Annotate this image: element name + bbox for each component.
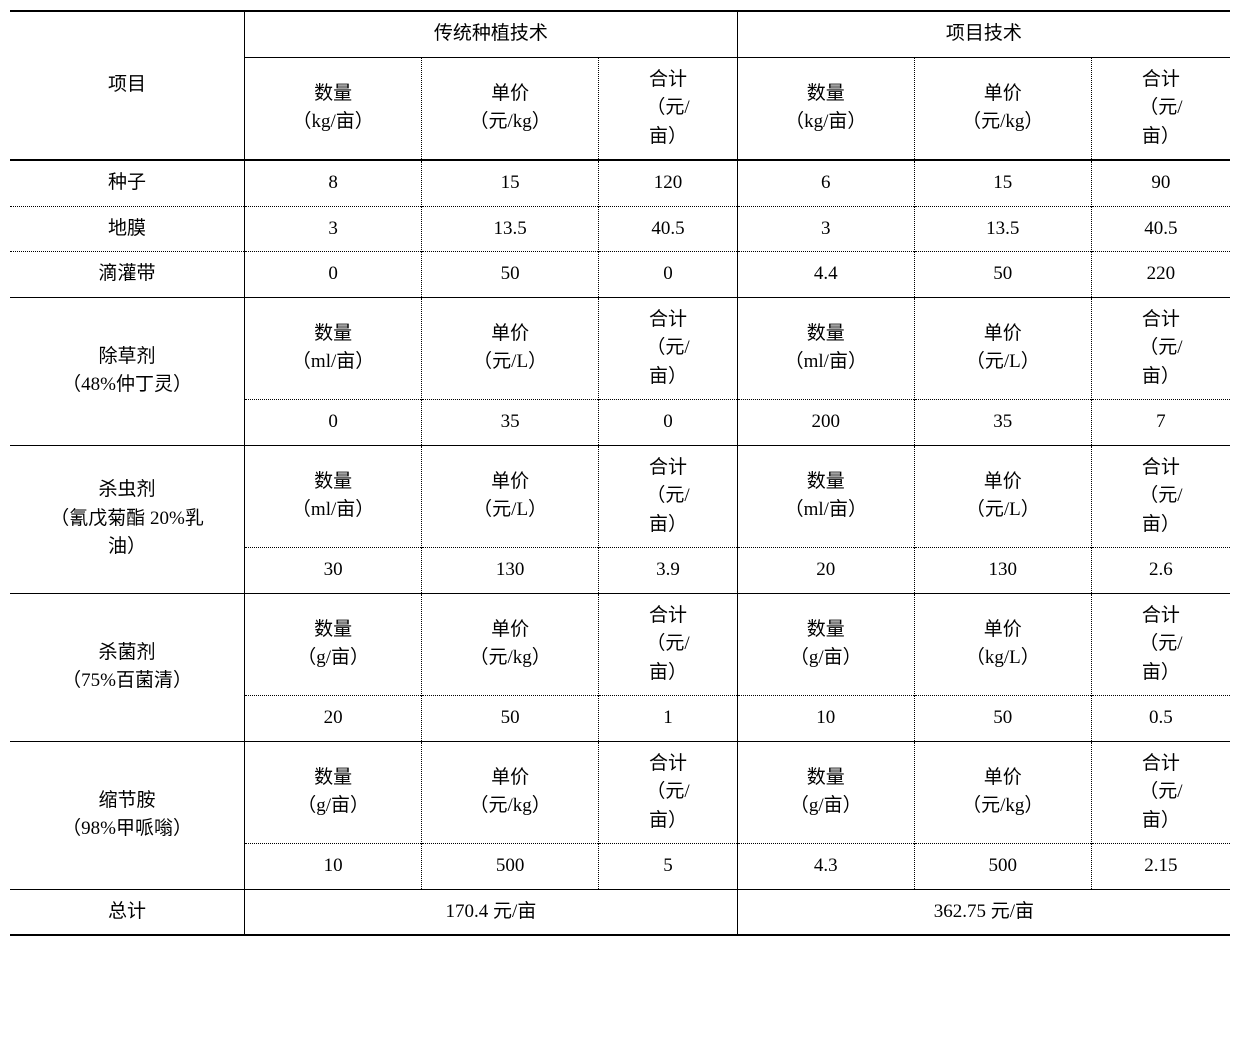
- cell: 8: [245, 160, 422, 206]
- cost-comparison-table: 项目 传统种植技术 项目技术 数量 （kg/亩） 单价 （元/kg） 合计 （元…: [10, 10, 1230, 936]
- cell: 13.5: [914, 206, 1091, 252]
- cell: 130: [914, 548, 1091, 594]
- cell: 20: [737, 548, 914, 594]
- cell: 3: [245, 206, 422, 252]
- cell: 30: [245, 548, 422, 594]
- cell: 数量 （ml/亩）: [245, 297, 422, 400]
- cell: 合计 （元/ 亩）: [599, 593, 738, 696]
- row-fungicide-hdr: 杀菌剂 （75%百菌清） 数量 （g/亩） 单价 （元/kg） 合计 （元/ 亩…: [10, 593, 1230, 696]
- row-growthreg-hdr: 缩节胺 （98%甲哌嗡） 数量 （g/亩） 单价 （元/kg） 合计 （元/ 亩…: [10, 741, 1230, 844]
- cell: 0.5: [1091, 696, 1230, 742]
- cell: 单价 （元/L）: [422, 445, 599, 548]
- hdr-price2: 单价 （元/kg）: [914, 57, 1091, 160]
- hdr-total2: 合计 （元/ 亩）: [1091, 57, 1230, 160]
- cell: 220: [1091, 252, 1230, 298]
- cell: 13.5: [422, 206, 599, 252]
- cell: 0: [599, 400, 738, 446]
- cell: 15: [422, 160, 599, 206]
- cell: 50: [422, 696, 599, 742]
- cell: 10: [737, 696, 914, 742]
- header-item: 项目: [10, 11, 245, 160]
- cell: 0: [245, 400, 422, 446]
- cell: 单价 （元/L）: [422, 297, 599, 400]
- cell: 合计 （元/ 亩）: [1091, 297, 1230, 400]
- cell: 1: [599, 696, 738, 742]
- cell-label: 种子: [10, 160, 245, 206]
- cell: 合计 （元/ 亩）: [599, 741, 738, 844]
- cell-label: 杀菌剂 （75%百菌清）: [10, 593, 245, 741]
- row-insecticide-hdr: 杀虫剂 （氰戊菊酯 20%乳 油） 数量 （ml/亩） 单价 （元/L） 合计 …: [10, 445, 1230, 548]
- cell-label: 杀虫剂 （氰戊菊酯 20%乳 油）: [10, 445, 245, 593]
- header-group-row: 项目 传统种植技术 项目技术: [10, 11, 1230, 57]
- cell: 40.5: [599, 206, 738, 252]
- hdr-qty1: 数量 （kg/亩）: [245, 57, 422, 160]
- cell: 数量 （ml/亩）: [737, 297, 914, 400]
- cell-total-label: 总计: [10, 889, 245, 935]
- cell: 50: [422, 252, 599, 298]
- cell: 2.15: [1091, 844, 1230, 890]
- row-seed: 种子 8 15 120 6 15 90: [10, 160, 1230, 206]
- row-herbicide-hdr: 除草剂 （48%仲丁灵） 数量 （ml/亩） 单价 （元/L） 合计 （元/ 亩…: [10, 297, 1230, 400]
- cell: 数量 （ml/亩）: [737, 445, 914, 548]
- cell: 40.5: [1091, 206, 1230, 252]
- cell: 6: [737, 160, 914, 206]
- cell: 单价 （元/kg）: [422, 741, 599, 844]
- header-traditional: 传统种植技术: [245, 11, 738, 57]
- row-drip: 滴灌带 0 50 0 4.4 50 220: [10, 252, 1230, 298]
- cell: 500: [914, 844, 1091, 890]
- cell: 35: [914, 400, 1091, 446]
- cell: 单价 （元/L）: [914, 445, 1091, 548]
- hdr-qty2: 数量 （kg/亩）: [737, 57, 914, 160]
- hdr-price1: 单价 （元/kg）: [422, 57, 599, 160]
- cell: 数量 （g/亩）: [737, 741, 914, 844]
- cell: 35: [422, 400, 599, 446]
- cell: 单价 （元/kg）: [914, 741, 1091, 844]
- cell: 20: [245, 696, 422, 742]
- hdr-total1: 合计 （元/ 亩）: [599, 57, 738, 160]
- cell: 数量 （g/亩）: [737, 593, 914, 696]
- cell: 合计 （元/ 亩）: [1091, 593, 1230, 696]
- header-project: 项目技术: [737, 11, 1230, 57]
- cell: 3.9: [599, 548, 738, 594]
- cell: 10: [245, 844, 422, 890]
- cell: 单价 （元/L）: [914, 297, 1091, 400]
- cell: 3: [737, 206, 914, 252]
- cell: 200: [737, 400, 914, 446]
- cell: 50: [914, 252, 1091, 298]
- cell: 单价 （元/kg）: [422, 593, 599, 696]
- cell: 合计 （元/ 亩）: [599, 445, 738, 548]
- cell: 0: [245, 252, 422, 298]
- cell-total2: 362.75 元/亩: [737, 889, 1230, 935]
- cell: 90: [1091, 160, 1230, 206]
- cell: 数量 （g/亩）: [245, 741, 422, 844]
- cell: 2.6: [1091, 548, 1230, 594]
- row-film: 地膜 3 13.5 40.5 3 13.5 40.5: [10, 206, 1230, 252]
- cell: 单价 （kg/L）: [914, 593, 1091, 696]
- cell: 4.4: [737, 252, 914, 298]
- cell: 7: [1091, 400, 1230, 446]
- cell-label: 滴灌带: [10, 252, 245, 298]
- cell: 数量 （ml/亩）: [245, 445, 422, 548]
- cell: 50: [914, 696, 1091, 742]
- cell: 5: [599, 844, 738, 890]
- cell-label: 除草剂 （48%仲丁灵）: [10, 297, 245, 445]
- cell: 4.3: [737, 844, 914, 890]
- cell: 合计 （元/ 亩）: [599, 297, 738, 400]
- cell-label: 缩节胺 （98%甲哌嗡）: [10, 741, 245, 889]
- cell: 120: [599, 160, 738, 206]
- cell: 数量 （g/亩）: [245, 593, 422, 696]
- cell: 合计 （元/ 亩）: [1091, 445, 1230, 548]
- cell-label: 地膜: [10, 206, 245, 252]
- cell: 合计 （元/ 亩）: [1091, 741, 1230, 844]
- cell: 15: [914, 160, 1091, 206]
- cell: 0: [599, 252, 738, 298]
- cell: 130: [422, 548, 599, 594]
- cell: 500: [422, 844, 599, 890]
- cell-total1: 170.4 元/亩: [245, 889, 738, 935]
- row-total: 总计 170.4 元/亩 362.75 元/亩: [10, 889, 1230, 935]
